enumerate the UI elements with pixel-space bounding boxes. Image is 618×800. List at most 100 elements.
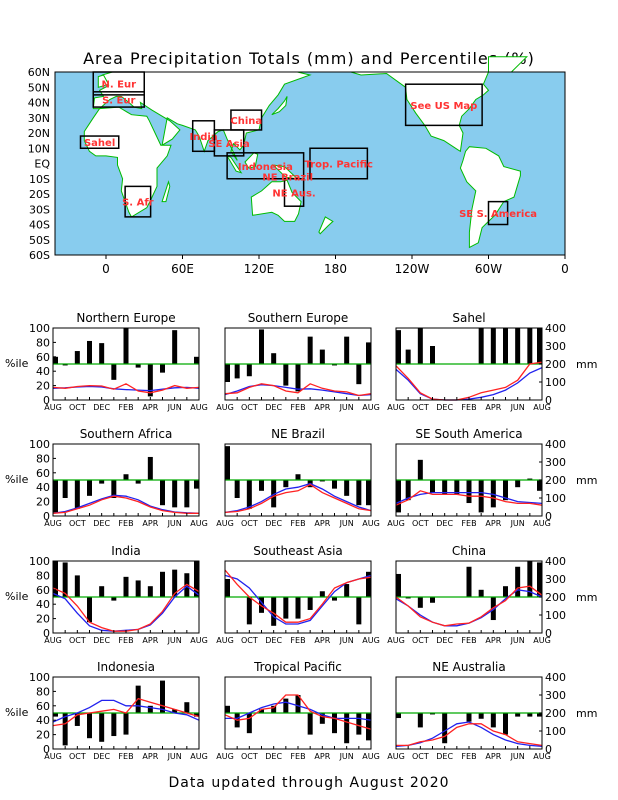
region-label: Indonesia [238, 162, 293, 173]
month-label: APR [314, 403, 330, 412]
percentile-bar [307, 713, 313, 735]
percentile-axis-label: %ile [5, 473, 29, 486]
percentile-tick-label: 80 [36, 569, 50, 582]
percentile-bar [366, 571, 371, 597]
percentile-tick-label: 40 [36, 714, 50, 727]
percentile-bar [259, 480, 264, 491]
panel-title: Northern Europe [76, 311, 175, 325]
month-label: FEB [290, 519, 305, 528]
mm-tick-label: 100 [545, 725, 566, 738]
map-lat-label: 60N [28, 66, 50, 79]
percentile-bar [344, 336, 350, 364]
panel-title: China [452, 544, 486, 558]
month-label: OCT [241, 636, 258, 645]
month-label: OCT [412, 519, 429, 528]
month-label: APR [142, 403, 158, 412]
percentile-tick-label: 100 [29, 555, 50, 568]
percentile-bar [172, 330, 178, 364]
percentile-bar [466, 480, 472, 504]
percentile-bar [160, 480, 165, 506]
mm-tick-label: 400 [545, 555, 566, 568]
percentile-bar [74, 575, 80, 597]
month-label: FEB [290, 636, 305, 645]
map-lat-label: 40N [28, 97, 50, 110]
month-label: OCT [69, 519, 86, 528]
region-label: NE Brazil [262, 172, 313, 183]
percentile-bar [319, 349, 325, 364]
percentile-bar [396, 713, 401, 719]
percentile-bar [344, 713, 350, 744]
percentile-bar [454, 480, 460, 495]
percentile-bar [307, 336, 313, 364]
month-label: FEB [290, 403, 305, 412]
percentile-bar [87, 340, 92, 364]
landmass-borneo [244, 152, 259, 169]
panel-ne-brazil: NE Brazil AUG OCT DEC FEB APR JUN AUG [216, 427, 380, 528]
month-label: AUG [533, 636, 551, 645]
month-label: JUN [339, 752, 354, 761]
map-lat-label: 10N [28, 142, 50, 155]
percentile-bar [53, 356, 58, 364]
percentile-bar [53, 480, 58, 513]
percentile-bar [332, 364, 337, 366]
mm-tick-label: 200 [545, 707, 566, 720]
percentile-bar [184, 702, 190, 713]
map-lat-label: 50N [28, 81, 50, 94]
month-label: DEC [93, 519, 110, 528]
month-label: DEC [436, 403, 453, 412]
map-lat-label: 30S [29, 203, 50, 216]
world-map: 60N 50N 40N 30N 20N 10N EQ 10S 20S 30S 40S 50S 60S 0… [28, 56, 569, 276]
panel-southeast-asia: Southeast Asia AUG OCT DEC FEB APR JUN AUG [216, 544, 380, 645]
percentile-tick-label: 0 [43, 627, 50, 640]
percentile-bar [295, 597, 301, 619]
percentile-bar [123, 328, 129, 364]
percentile-bar [194, 356, 199, 364]
percentile-bar [478, 328, 484, 364]
figure-title: Area Precipitation Totals (mm) and Perce… [83, 49, 535, 68]
map-lat-label: EQ [34, 158, 50, 171]
map-landmasses [83, 56, 529, 249]
mm-tick-label: 100 [545, 609, 566, 622]
percentile-bar [74, 713, 80, 726]
panel-southern-europe: Southern Europe AUG OCT DEC FEB APR JUN AUG [216, 311, 380, 412]
percentile-bar [147, 586, 153, 597]
percentile-bar [271, 705, 277, 713]
map-lat-label: 20N [28, 127, 50, 140]
percentile-bar [53, 561, 58, 597]
percentile-bar [123, 474, 129, 480]
month-label: AUG [216, 403, 234, 412]
month-label: APR [314, 636, 330, 645]
month-label: APR [485, 519, 501, 528]
percentile-bar [478, 713, 484, 719]
region-label: SE Asia [208, 139, 249, 150]
percentile-bar [160, 680, 165, 713]
percentile-bar [135, 580, 141, 597]
percentile-bar [172, 569, 178, 597]
mm-axis-label: mm [576, 358, 597, 371]
month-label: AUG [44, 636, 62, 645]
percentile-bar [527, 713, 533, 717]
region-box [92, 91, 145, 108]
observed-precip-line [396, 723, 543, 747]
region-box [124, 185, 152, 218]
percentile-bar [147, 456, 153, 480]
region-label: See US Map [410, 101, 477, 112]
percentile-bar [111, 480, 117, 498]
region-label: SE S. America [459, 209, 537, 220]
percentile-bar [478, 589, 484, 597]
map-lat-label: 60S [29, 249, 50, 262]
month-label: DEC [265, 752, 282, 761]
map-latitude-labels: 60N 50N 40N 30N 20N 10N EQ 10S 20S 30S 40S 50S 60S [28, 66, 51, 262]
month-label: AUG [216, 636, 234, 645]
percentile-bar [466, 713, 472, 722]
percentile-bar [99, 343, 105, 364]
percentile-bar [396, 330, 401, 364]
month-label: JUN [339, 403, 354, 412]
month-label: DEC [436, 752, 453, 761]
percentile-bar [87, 597, 92, 623]
percentile-bar [430, 346, 435, 364]
month-label: FEB [118, 403, 133, 412]
